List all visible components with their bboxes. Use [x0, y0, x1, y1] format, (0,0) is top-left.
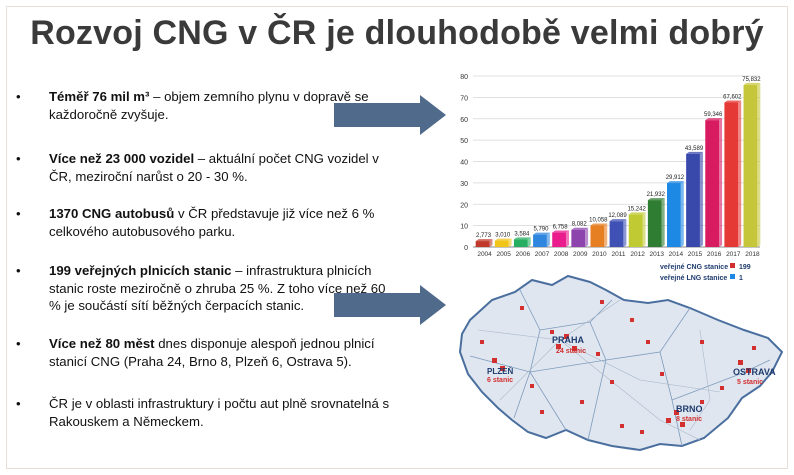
bullet-bold: 199 veřejných plnicích stanic [49, 263, 232, 278]
bullet-bold: Více než 23 000 vozidel [49, 151, 195, 166]
bullet-dot: • [16, 89, 21, 104]
bullet-text: – infrastruktura plnicích stanic roste m… [49, 263, 386, 313]
slide-title: Rozvoj CNG v ČR je dlouhodobě velmi dobr… [30, 14, 764, 52]
bullet-text: – aktuální počet CNG vozidel v ČR, mezir… [49, 151, 379, 184]
bullet-dot: • [16, 151, 21, 166]
bullet-dot: • [16, 336, 21, 351]
bullet-text: v ČR představuje již více než 6 % celkov… [49, 206, 375, 239]
bullet-dot: • [16, 206, 21, 221]
bullet-bold: 1370 CNG autobusů [49, 206, 175, 221]
bullet-text: – objem zemního plynu v dopravě se každo… [49, 89, 369, 122]
bullet-dot: • [16, 263, 21, 278]
bullet-text: ČR je v oblasti infrastruktury i počtu a… [49, 396, 390, 429]
bullet-dot: • [16, 396, 21, 411]
bullet-bold: Téměř 76 mil m³ [49, 89, 150, 104]
bullet-bold: Více než 80 měst [49, 336, 155, 351]
bullet-text: dnes disponuje alespoň jednou plnicí sta… [49, 336, 375, 369]
